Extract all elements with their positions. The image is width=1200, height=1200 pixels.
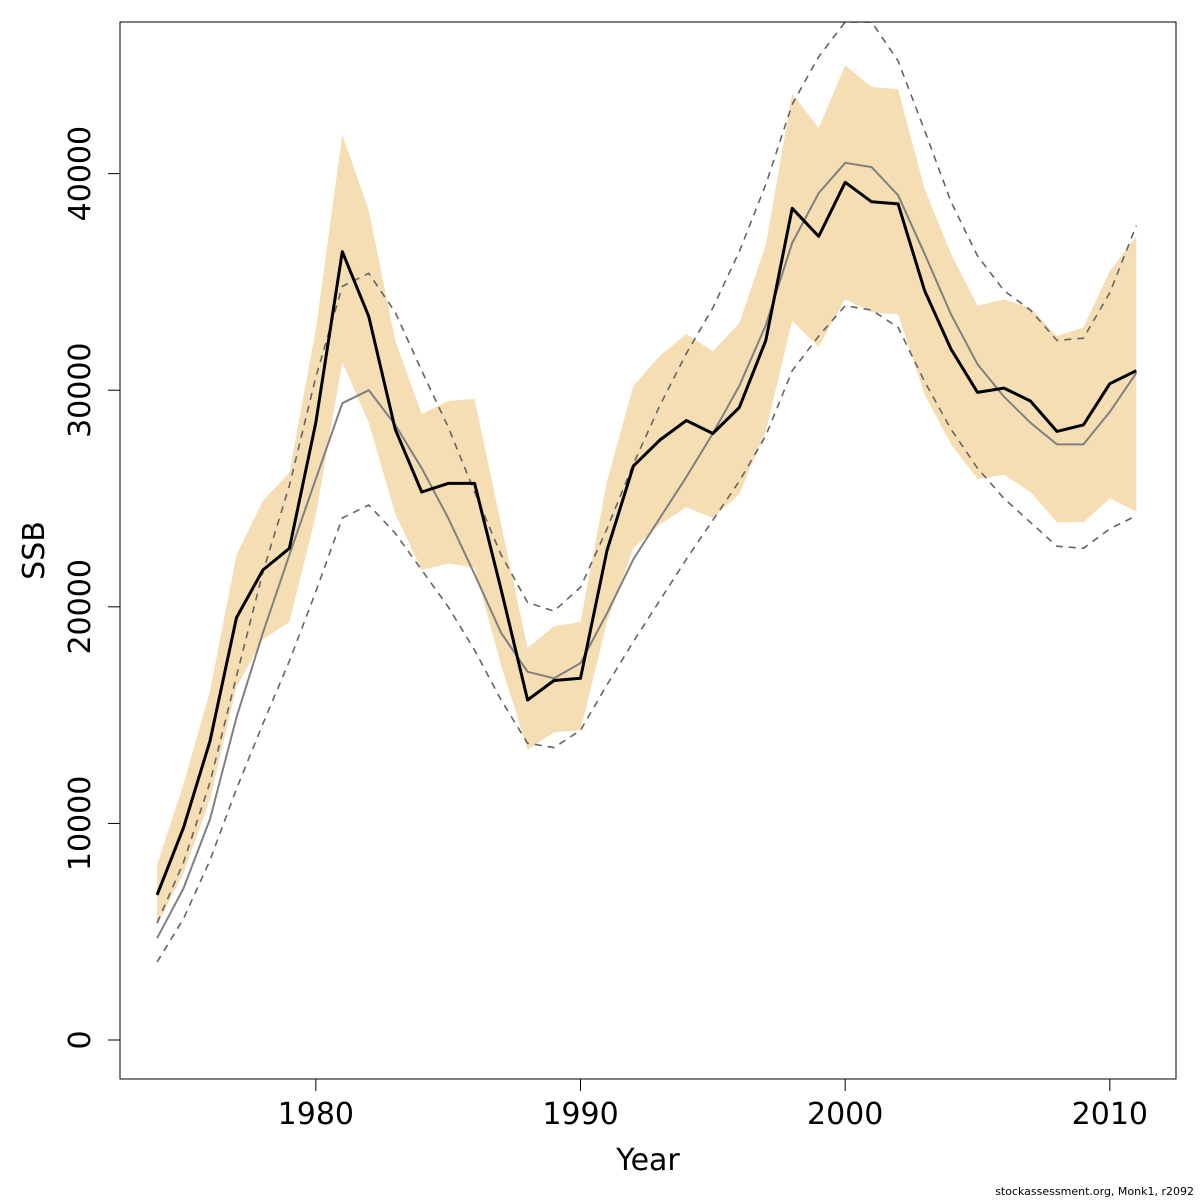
y-tick-label: 20000 xyxy=(63,559,98,654)
y-tick-label: 10000 xyxy=(63,776,98,871)
y-tick-label: 0 xyxy=(63,1030,98,1049)
x-axis: 1980 1990 2000 2010 xyxy=(278,1079,1148,1132)
series-line-dashed-lower xyxy=(156,304,1137,963)
x-tick-label: 1990 xyxy=(542,1097,618,1132)
x-axis-title: Year xyxy=(615,1143,680,1178)
y-axis-title: SSB xyxy=(17,521,52,580)
y-tick-label: 30000 xyxy=(63,342,98,437)
confidence-band xyxy=(157,65,1137,926)
series-line-dashed-upper xyxy=(156,22,1138,924)
plot-frame xyxy=(119,21,1177,1080)
plot-area xyxy=(155,22,1138,963)
x-tick-label: 1980 xyxy=(278,1097,354,1132)
x-tick-label: 2000 xyxy=(807,1097,883,1132)
y-axis: 0 10000 20000 30000 40000 xyxy=(63,126,120,1050)
x-tick-label: 2010 xyxy=(1072,1097,1148,1132)
credit-annotation: stockassessment.org, Monk1, r2092 xyxy=(995,1185,1194,1198)
y-tick-label: 40000 xyxy=(63,126,98,221)
series-line-main xyxy=(155,180,1137,896)
series-line-grey xyxy=(156,161,1138,939)
